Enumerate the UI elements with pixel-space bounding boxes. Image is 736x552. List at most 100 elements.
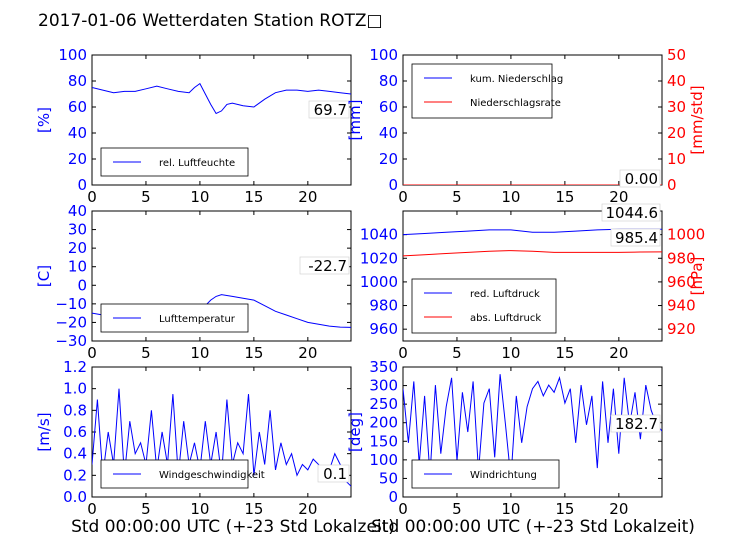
x-tick-label: 5 xyxy=(141,500,151,518)
x-tick-label: 5 xyxy=(141,344,151,362)
y-tick-label-right: 1000 xyxy=(667,226,705,244)
x-tick-label: 20 xyxy=(298,500,317,518)
legend-label: abs. Luftdruck xyxy=(470,313,541,324)
y-tick-label: 0.2 xyxy=(63,466,87,484)
x-tick-label: 0 xyxy=(87,500,97,518)
legend-label: Niederschlagsrate xyxy=(470,98,561,109)
y-tick-label: 0.0 xyxy=(63,488,87,506)
x-tick-label: 20 xyxy=(609,500,628,518)
x-tick-label: 10 xyxy=(501,344,520,362)
y-tick-label-right: 40 xyxy=(667,72,686,90)
y-tick-label-right: 50 xyxy=(667,46,686,64)
x-tick-label: 15 xyxy=(555,500,574,518)
value-box xyxy=(610,228,661,247)
x-tick-label: 10 xyxy=(190,500,209,518)
x-tick-label: 0 xyxy=(398,188,408,206)
y-tick-label-right: 0 xyxy=(667,176,677,194)
panel-4: 0 5 10 15 20 960 980 1000 1020 1040 920 940 960 980 10… xyxy=(360,203,706,362)
figure-title: 2017-01-06 Wetterdaten Station ROTZ□ xyxy=(38,11,383,31)
x-tick-label: 10 xyxy=(190,344,209,362)
y-tick-label: 0 xyxy=(388,488,398,506)
x-tick-label: 5 xyxy=(452,188,462,206)
x-tick-label: 20 xyxy=(609,344,628,362)
y-tick-label-right: 30 xyxy=(667,98,686,116)
y-tick-label: 30 xyxy=(68,221,87,239)
y-tick-label: 100 xyxy=(58,46,87,64)
y-tick-label-right: 960 xyxy=(667,273,696,291)
y-tick-label: 60 xyxy=(68,98,87,116)
y-tick-label-right: 10 xyxy=(667,150,686,168)
legend-label: rel. Luftfeuchte xyxy=(159,158,235,169)
x-tick-label: 5 xyxy=(452,344,462,362)
x-tick-label: 20 xyxy=(298,188,317,206)
x-tick-label: 0 xyxy=(398,344,408,362)
y-tick-label: 0 xyxy=(77,276,87,294)
value-box xyxy=(619,169,661,188)
y-axis-label: [mm] xyxy=(346,100,364,141)
panel-6: 0 5 10 15 20050100150200250300350[deg]Windri… xyxy=(346,358,663,518)
current-value-label: 0.00 xyxy=(625,170,658,188)
y-tick-label: 40 xyxy=(68,124,87,142)
y-tick-label: −10 xyxy=(55,295,87,313)
current-value-label: 69.7 xyxy=(314,101,347,119)
x-tick-label: 15 xyxy=(244,500,263,518)
current-value-label: 1044.6 xyxy=(606,204,659,222)
y-tick-label: 1.2 xyxy=(63,358,87,376)
x-tick-label: 15 xyxy=(244,188,263,206)
series-line-rel-luftfeuchte xyxy=(92,82,351,115)
y-tick-label: 80 xyxy=(68,72,87,90)
x-axis-label-right: Std 00:00:00 UTC (+-23 Std Lokalzeit) xyxy=(371,517,695,537)
current-value-label: 0.1 xyxy=(323,465,347,483)
y-tick-label-right: 980 xyxy=(667,249,696,267)
panel-5: 0 5 10 15 20 0.0 0.2 0.4 0.6 0.8 1.0 1.2 [m/s] Windge… xyxy=(35,358,352,518)
y-tick-label: 0 xyxy=(77,176,87,194)
value-box xyxy=(317,464,350,483)
y-tick-label: 1020 xyxy=(360,249,398,267)
y-tick-label: 0.8 xyxy=(63,401,87,419)
y-tick-label: 50 xyxy=(379,469,398,487)
y-axis-label: [deg] xyxy=(346,412,364,452)
panel-2: 0 5 10 15 20 0 20 40 60 80 100 0 10 20 30 40 50 [mm] [mm/s… xyxy=(346,46,706,206)
legend-box xyxy=(411,278,557,334)
y-tick-label: 980 xyxy=(369,297,398,315)
legend-label: Windgeschwindigkeit xyxy=(159,470,265,481)
y-tick-label: 20 xyxy=(379,150,398,168)
y-tick-label: 250 xyxy=(369,395,398,413)
x-tick-label: 10 xyxy=(190,188,209,206)
y-tick-label: 0 xyxy=(388,176,398,194)
legend-label: Windrichtung xyxy=(470,470,537,481)
x-tick-label: 20 xyxy=(298,344,317,362)
y-tick-label: 1.0 xyxy=(63,380,87,398)
y-tick-label: 60 xyxy=(379,98,398,116)
y-tick-label: 200 xyxy=(369,414,398,432)
y-tick-label: 10 xyxy=(68,258,87,276)
x-tick-label: 0 xyxy=(398,500,408,518)
y-tick-label: 100 xyxy=(369,451,398,469)
plot-frame xyxy=(91,54,352,186)
y-tick-label: 1000 xyxy=(360,273,398,291)
x-tick-label: 5 xyxy=(141,188,151,206)
y-tick-label: 80 xyxy=(379,72,398,90)
y-axis-label: [C] xyxy=(35,265,53,287)
x-tick-label: 0 xyxy=(87,344,97,362)
y-tick-label: 20 xyxy=(68,150,87,168)
x-tick-label: 10 xyxy=(501,500,520,518)
panel-3: 0 5 10 15 20−30−20−10010203040[C]Lufttempera… xyxy=(35,202,352,362)
y-tick-label: 300 xyxy=(369,377,398,395)
y-tick-label: 20 xyxy=(68,239,87,257)
current-value-label: 182.7 xyxy=(615,415,658,433)
y-tick-label: 0.6 xyxy=(63,423,87,441)
x-tick-label: 15 xyxy=(555,344,574,362)
plot-frame xyxy=(91,210,352,342)
panel-1: 0 5 10 15 20 0 20 40 60 80 100 [%] rel. Luftfeuchte 6… xyxy=(35,46,352,206)
legend-label: Lufttemperatur xyxy=(159,314,236,325)
y-tick-label: 40 xyxy=(379,124,398,142)
series-line-abs-luftdruck xyxy=(403,250,662,257)
plot-frame xyxy=(402,366,663,498)
x-tick-label: 15 xyxy=(555,188,574,206)
value-box xyxy=(610,414,661,433)
x-tick-label: 5 xyxy=(452,500,462,518)
y-tick-label: 100 xyxy=(369,46,398,64)
y-tick-label: 150 xyxy=(369,432,398,450)
